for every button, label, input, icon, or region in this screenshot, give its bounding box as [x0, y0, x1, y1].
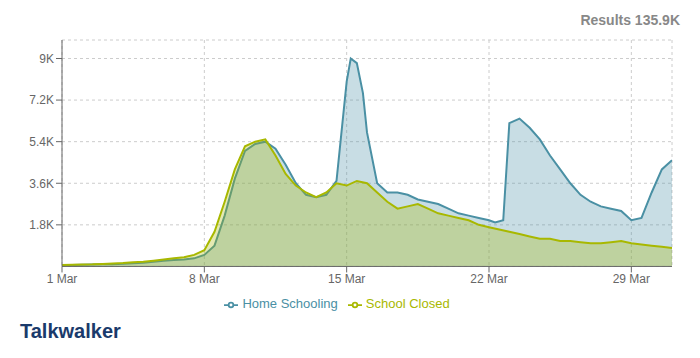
svg-text:1.8K: 1.8K	[29, 218, 54, 232]
html-text:Talkwalker: Talkwalker	[20, 320, 121, 342]
html-text:Home Schooling: Home Schooling	[242, 296, 338, 312]
html-text:School Closed: School Closed	[365, 296, 450, 312]
svg-text:1 Mar: 1 Mar	[47, 272, 78, 286]
svg-text:7.2K: 7.2K	[29, 93, 54, 107]
html-text:Results 135.9K: Results 135.9K	[580, 12, 680, 28]
svg-text:15 Mar: 15 Mar	[328, 272, 365, 286]
svg-text:8 Mar: 8 Mar	[189, 272, 220, 286]
svg-text:22 Mar: 22 Mar	[470, 272, 507, 286]
svg-text:3.6K: 3.6K	[29, 177, 54, 191]
svg-text:29 Mar: 29 Mar	[613, 272, 650, 286]
svg-text:9K: 9K	[39, 52, 54, 66]
svg-text:5.4K: 5.4K	[29, 135, 54, 149]
